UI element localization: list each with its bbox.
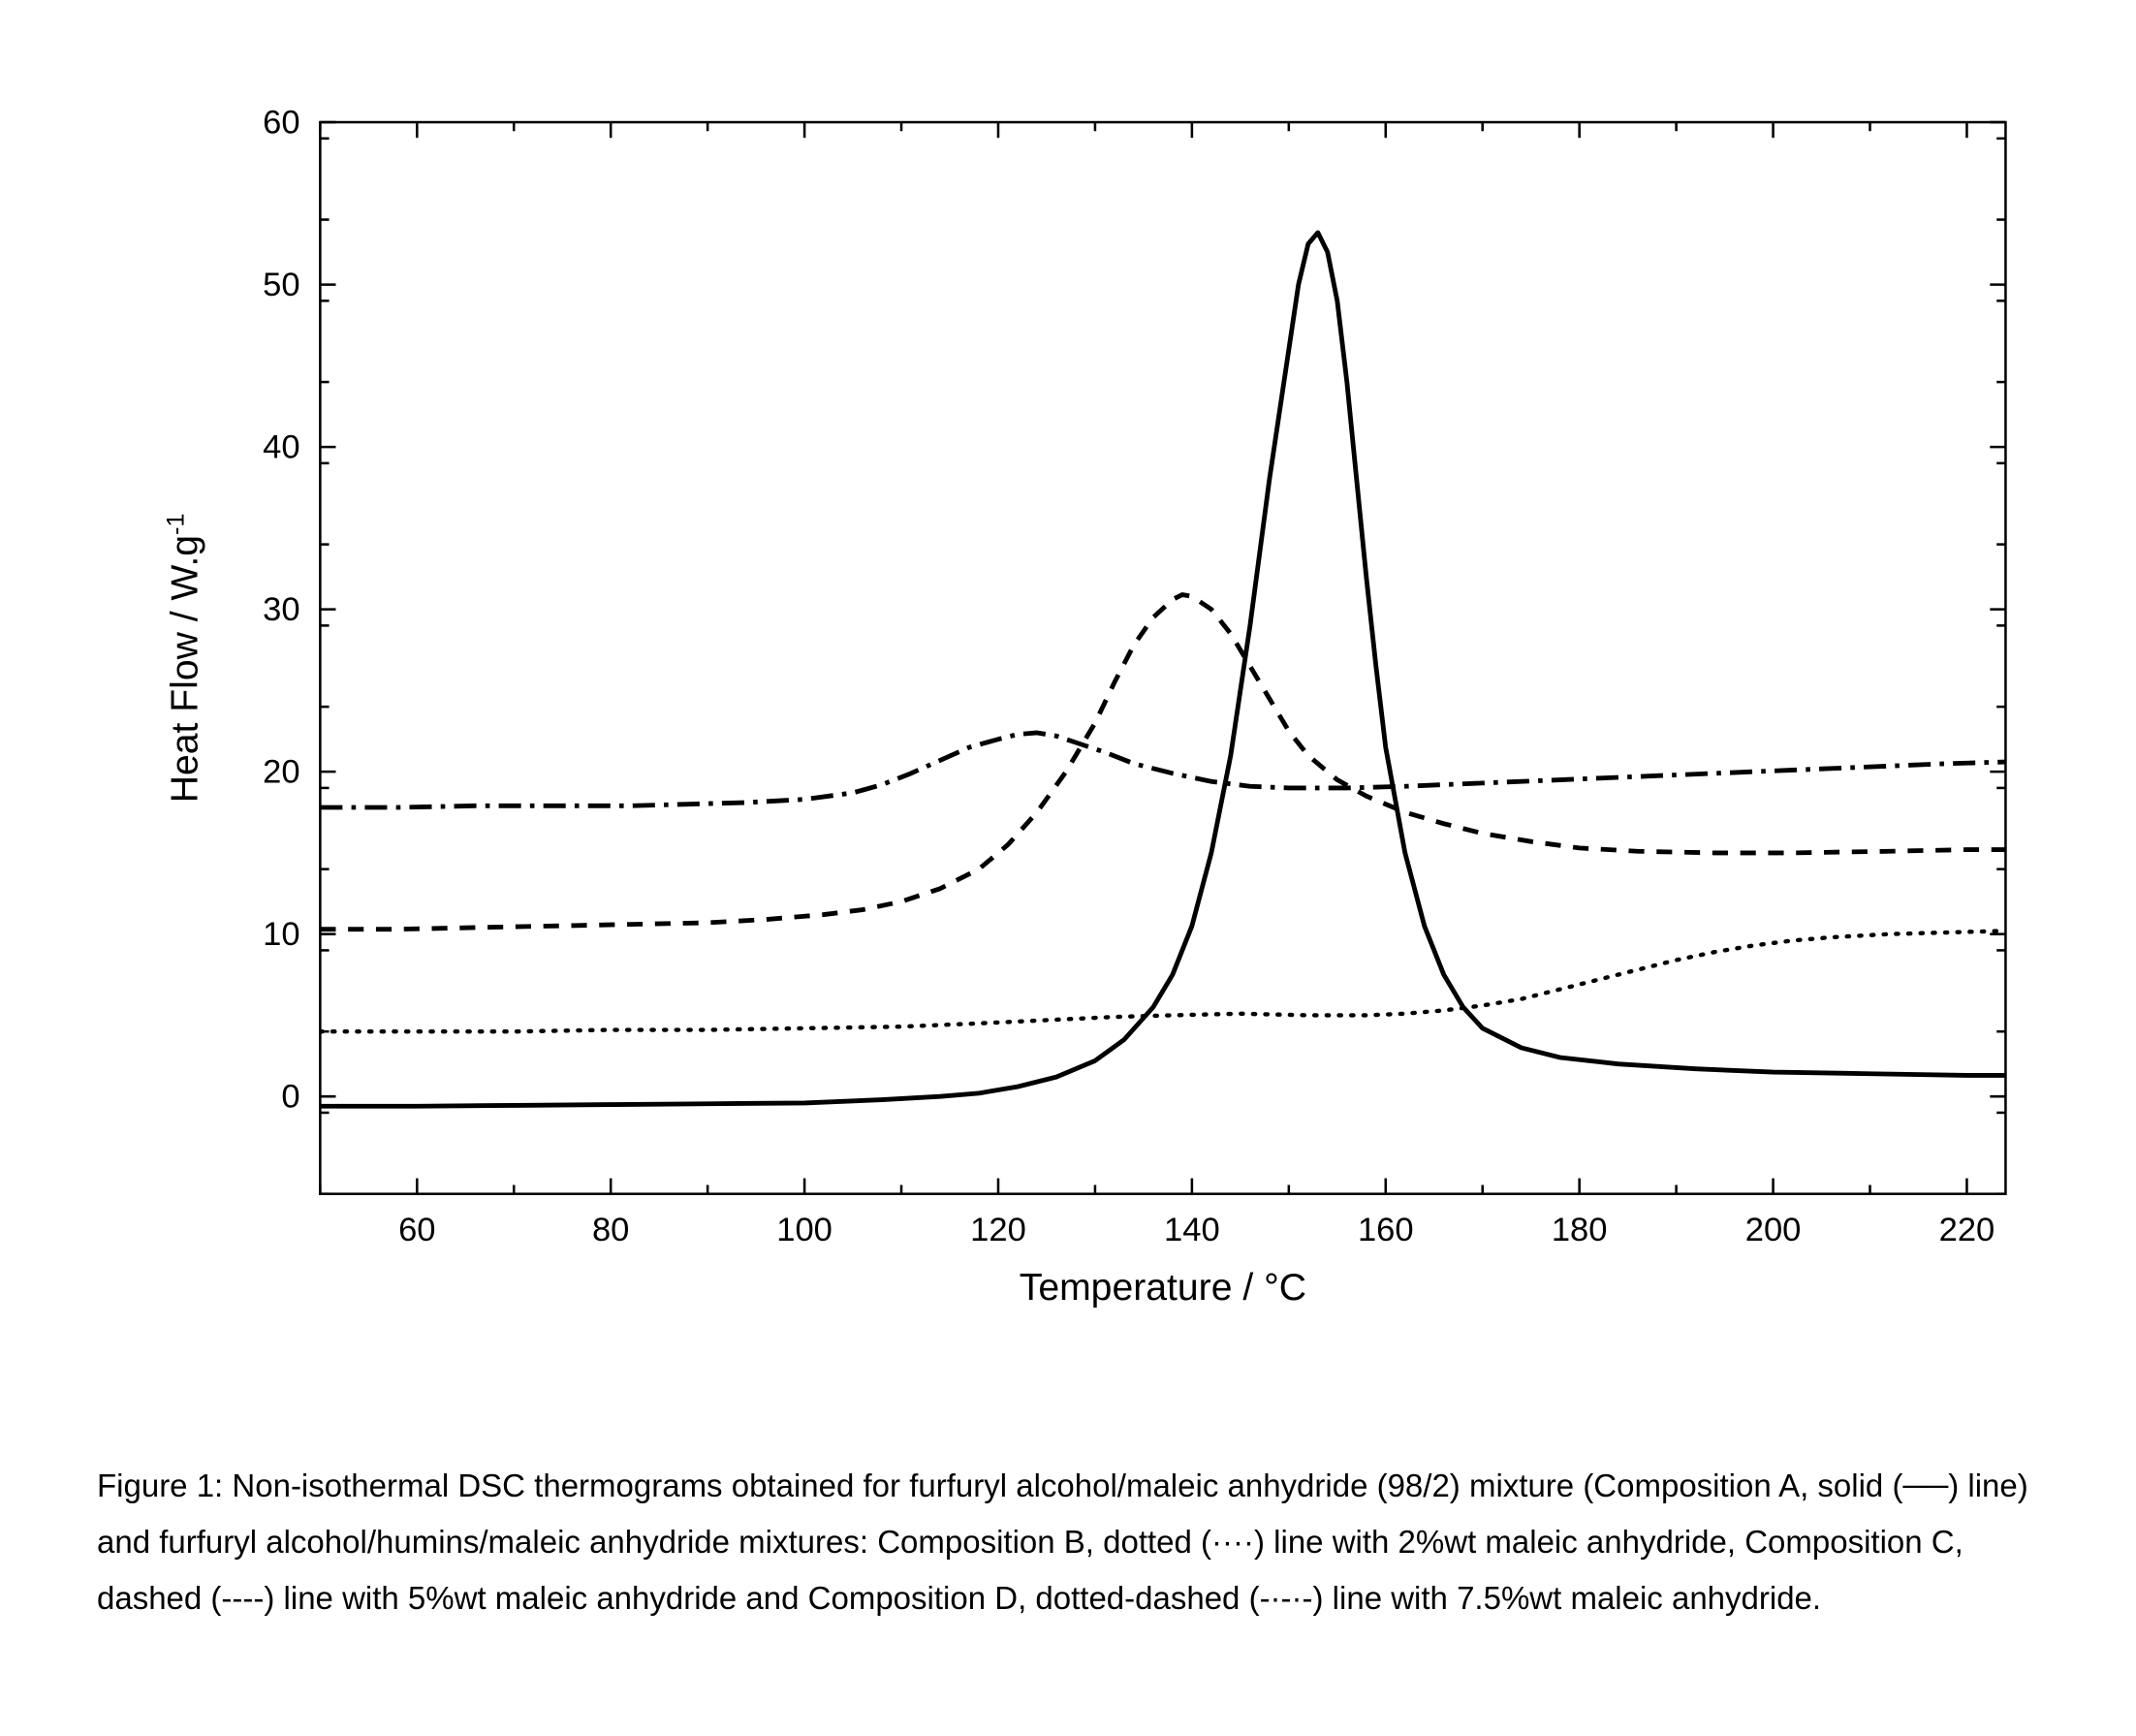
caption-text: Non-isothermal DSC thermograms obtained … [97,1468,2028,1616]
x-tick-label: 120 [970,1212,1026,1248]
x-tick-label: 220 [1939,1212,1995,1248]
caption-prefix: Figure 1: [97,1468,232,1503]
x-axis-label: Temperature / °C [1020,1267,1306,1309]
x-tick-label: 140 [1164,1212,1220,1248]
y-tick-label: 40 [263,429,299,466]
y-tick-label: 50 [263,267,299,303]
chart-svg-holder: 60 80 100 120 140 160 180 200 220 0 10 20 30 40 50 60 Te… [97,78,2039,1361]
chart-area: 60 80 100 120 140 160 180 200 220 0 10 20 30 40 50 60 Te… [97,78,2039,1361]
y-tick-label: 30 [263,591,299,628]
dsc-thermogram-chart: 60 80 100 120 140 160 180 200 220 0 10 20 30 40 50 60 Te… [97,78,2039,1361]
y-axis-label: Heat Flow / W.g-1 [163,513,206,803]
x-tick-label: 60 [398,1212,435,1248]
x-tick-label: 80 [592,1212,629,1248]
y-tick-label: 10 [263,916,299,953]
figure-caption: Figure 1: Non-isothermal DSC thermograms… [97,1458,2039,1626]
x-tick-label: 180 [1552,1212,1608,1248]
y-tick-label: 0 [281,1079,299,1116]
y-tick-label: 20 [263,754,299,791]
x-tick-label: 100 [776,1212,832,1248]
figure-container: 60 80 100 120 140 160 180 200 220 0 10 20 30 40 50 60 Te… [97,78,2039,1626]
y-tick-label: 60 [263,105,299,142]
x-tick-label: 200 [1745,1212,1802,1248]
x-tick-label: 160 [1358,1212,1414,1248]
